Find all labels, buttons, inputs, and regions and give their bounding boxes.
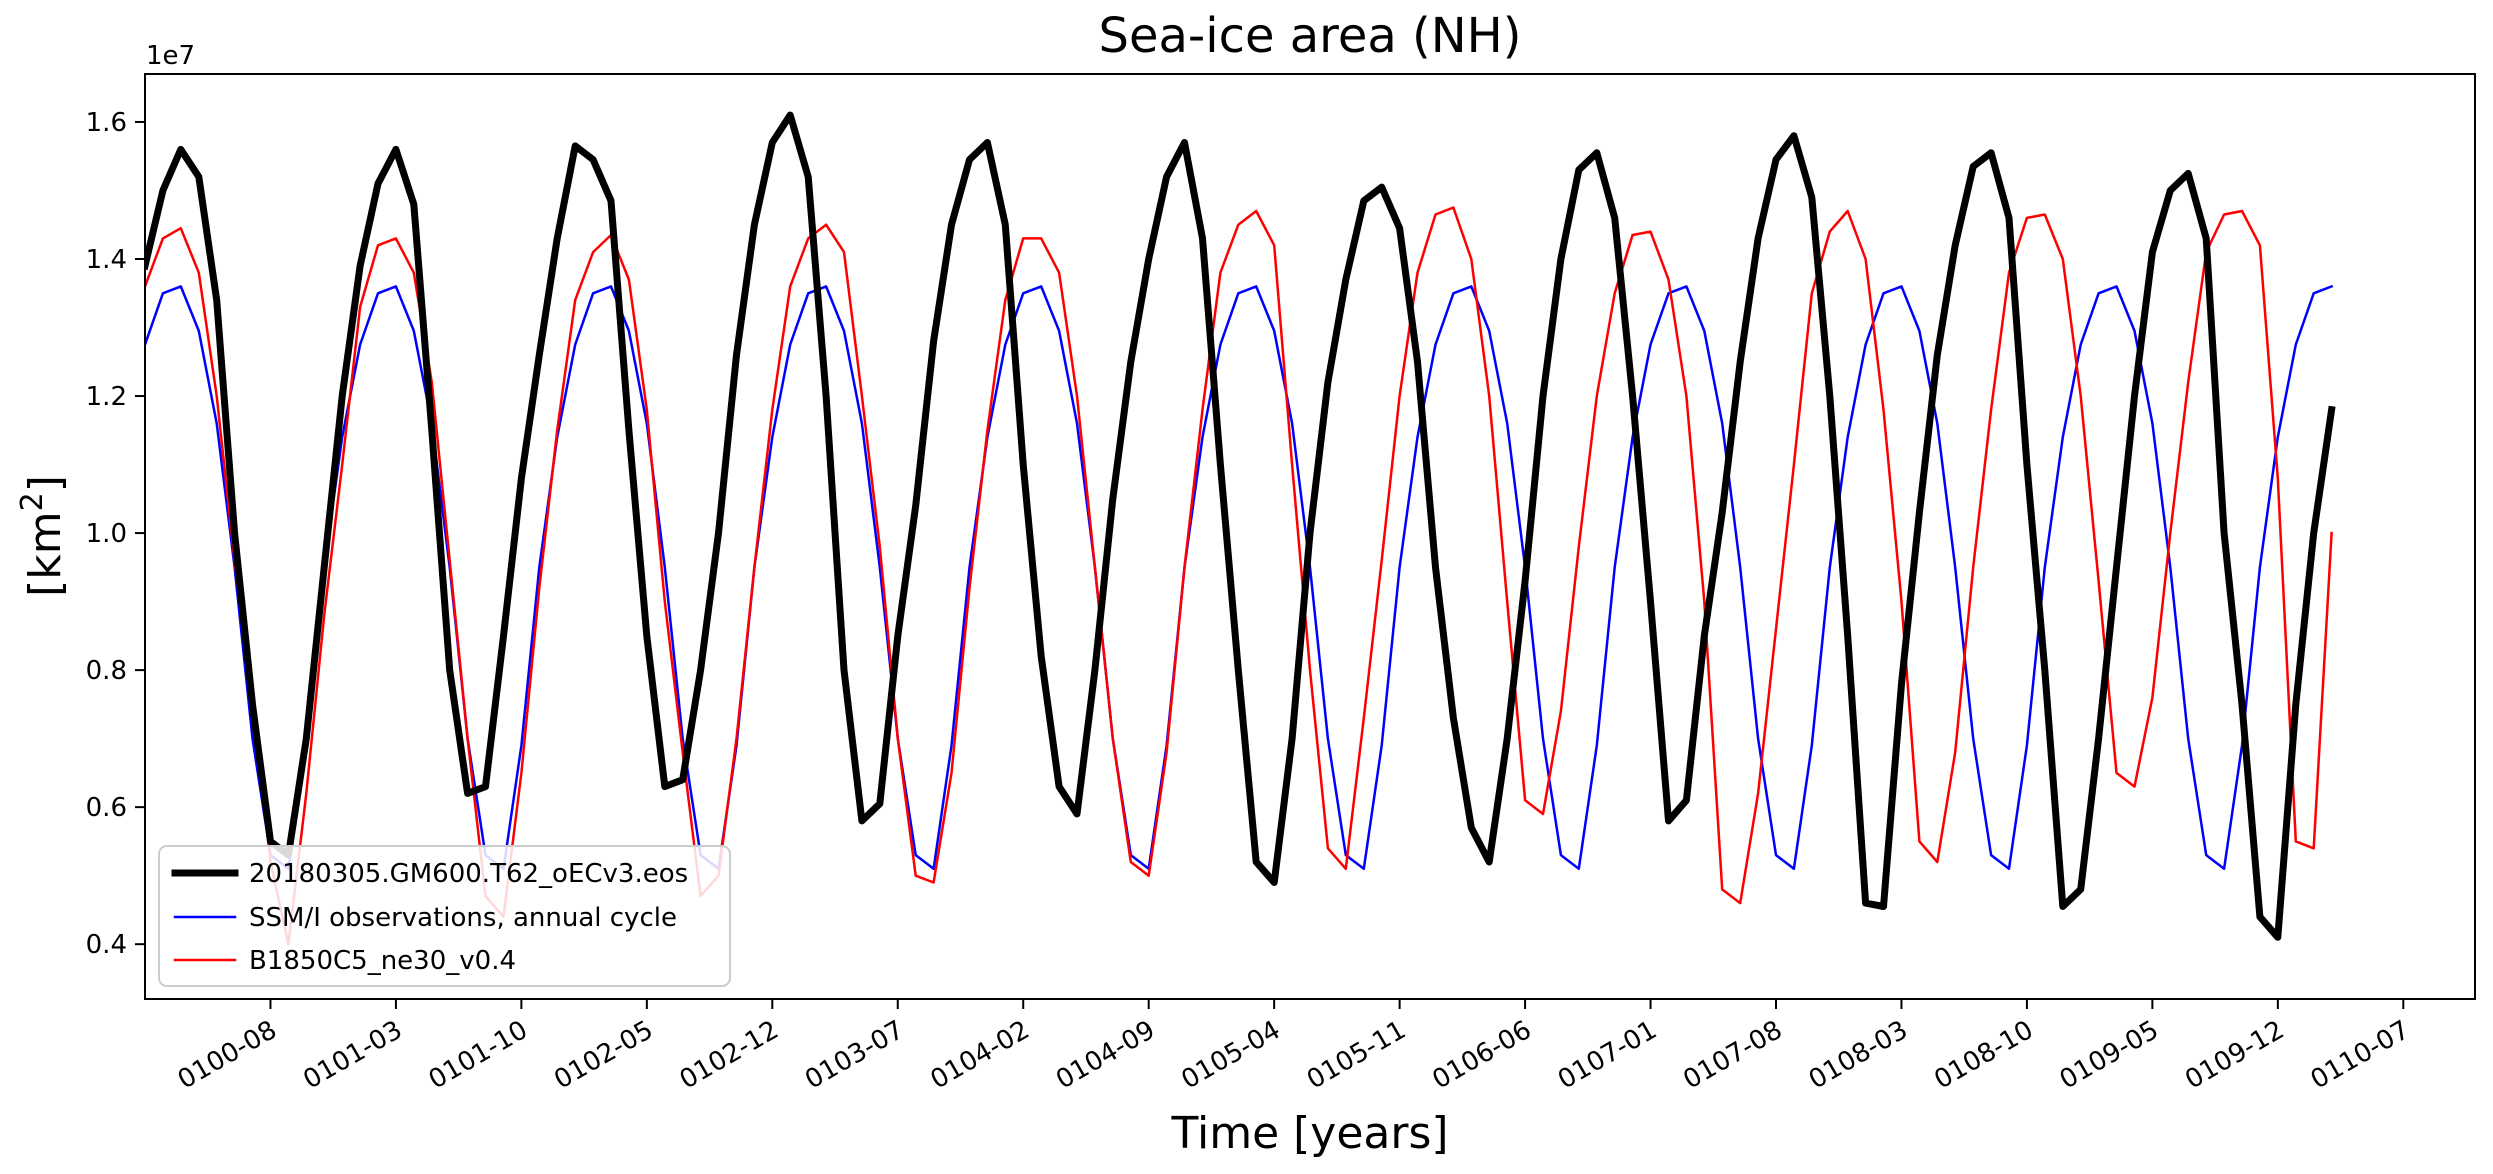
y-tick-label: 0.8 <box>86 656 127 686</box>
legend-label-model-run: 20180305.GM600.T62_oECv3.eos <box>249 859 688 889</box>
y-tick-label: 1.4 <box>86 245 127 275</box>
plot-area-frame <box>144 73 2476 1000</box>
series-line-model-run <box>145 111 2336 941</box>
y-multiplier-label: 1e7 <box>146 41 195 71</box>
y-axis-label-close: ] <box>20 475 71 492</box>
y-tick-label: 0.6 <box>86 793 127 823</box>
legend-box <box>158 845 731 987</box>
legend-label-observations: SSM/I observations, annual cycle <box>249 903 677 933</box>
legend-label-b1850: B1850C5_ne30_v0.4 <box>249 946 516 976</box>
y-axis: 0.4 0.6 0.8 1.0 1.2 1.4 1.6 <box>86 108 145 960</box>
y-tick-label: 1.2 <box>86 382 127 412</box>
y-axis-label-text: [km <box>20 511 71 597</box>
y-axis-label: [km2] <box>15 475 71 597</box>
y-axis-label-superscript: 2 <box>15 492 50 511</box>
y-tick-label: 0.4 <box>86 930 127 960</box>
legend: 20180305.GM600.T62_oECv3.eos SSM/I obser… <box>158 845 731 987</box>
series-line-observations <box>145 284 2334 871</box>
y-tick-label: 1.6 <box>86 108 127 138</box>
chart-title: Sea-ice area (NH) <box>1099 8 1522 64</box>
x-axis-label: Time [years] <box>1170 1108 1448 1159</box>
y-tick-label: 1.0 <box>86 519 127 549</box>
